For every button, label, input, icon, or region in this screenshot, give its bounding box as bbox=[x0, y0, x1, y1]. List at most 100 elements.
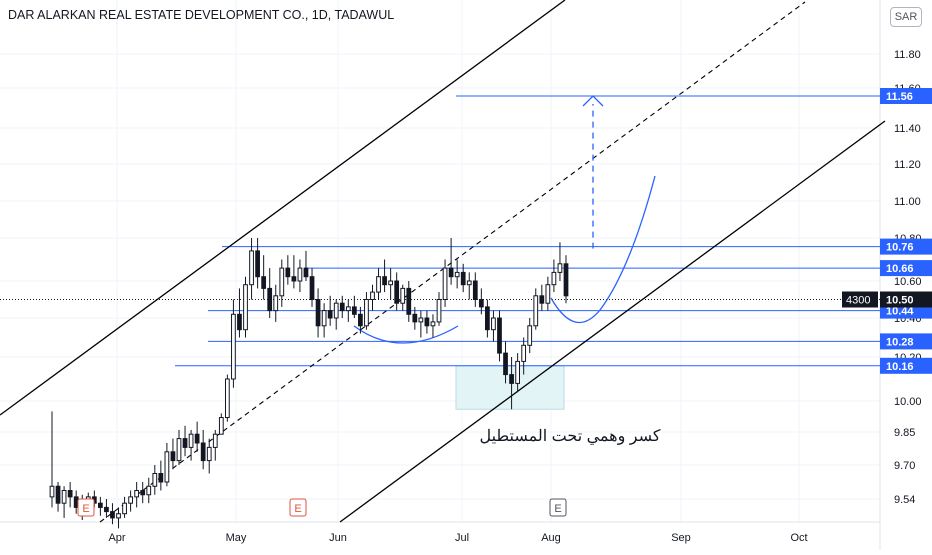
candle bbox=[376, 268, 381, 300]
candle bbox=[358, 306, 363, 334]
candle bbox=[98, 496, 103, 516]
candle-body bbox=[527, 325, 533, 346]
candle-body bbox=[515, 360, 520, 384]
candle-body bbox=[182, 438, 188, 448]
candle-body bbox=[206, 446, 212, 462]
cup-curve-left bbox=[353, 325, 459, 344]
candle bbox=[442, 259, 448, 307]
candle bbox=[412, 306, 418, 330]
candle-body bbox=[327, 310, 333, 319]
candle-body bbox=[231, 313, 236, 380]
candle-body bbox=[104, 506, 109, 513]
candle-body bbox=[140, 490, 146, 496]
candle-body bbox=[279, 267, 285, 297]
candle-body bbox=[557, 263, 563, 273]
candle-body bbox=[454, 271, 460, 278]
candle bbox=[110, 503, 115, 525]
level-label-text: 10.16 bbox=[886, 361, 914, 373]
candle bbox=[545, 276, 551, 311]
channel-lower-line bbox=[339, 120, 886, 523]
price-tick-label: 11.40 bbox=[894, 123, 921, 135]
candle bbox=[551, 259, 557, 293]
candle bbox=[527, 318, 533, 354]
candle bbox=[194, 421, 200, 452]
currency-button[interactable]: SAR bbox=[890, 7, 922, 27]
candle bbox=[267, 268, 273, 318]
candle-body bbox=[255, 250, 260, 278]
time-tick-label: Apr bbox=[108, 532, 125, 544]
time-tick-label: May bbox=[226, 532, 247, 544]
candle bbox=[436, 292, 442, 326]
candle-body bbox=[466, 280, 472, 286]
level-label-bg bbox=[880, 88, 932, 104]
price-tick-label: 11.20 bbox=[894, 159, 921, 171]
candle-body bbox=[563, 263, 569, 297]
candle-body bbox=[98, 502, 103, 508]
earnings-badge-label: E bbox=[294, 503, 301, 515]
candle bbox=[188, 429, 194, 461]
candle bbox=[224, 374, 230, 422]
candle-body bbox=[351, 306, 357, 315]
candle-body bbox=[158, 473, 164, 483]
price-tick-label: 10.00 bbox=[894, 396, 922, 408]
candle bbox=[61, 486, 67, 518]
candle bbox=[327, 295, 333, 326]
candle bbox=[122, 496, 127, 518]
candle bbox=[333, 299, 339, 330]
price-tick-label: 11.00 bbox=[894, 196, 921, 208]
candle bbox=[472, 272, 478, 307]
target-arrow-head bbox=[582, 95, 604, 107]
time-tick-label: Oct bbox=[790, 532, 807, 544]
earnings-badge bbox=[77, 498, 95, 517]
candle-body bbox=[200, 442, 206, 462]
candle bbox=[176, 429, 182, 465]
candle bbox=[430, 314, 436, 338]
candle-body bbox=[315, 299, 321, 327]
candle bbox=[539, 284, 545, 311]
candle bbox=[497, 310, 502, 362]
candle bbox=[388, 268, 394, 300]
candle-body bbox=[521, 344, 527, 362]
volume-label-text: 4300 bbox=[846, 295, 870, 307]
level-label-text: 10.66 bbox=[886, 263, 914, 275]
last-price-label-text: 10.50 bbox=[886, 295, 914, 307]
candle bbox=[315, 288, 321, 338]
candle bbox=[418, 310, 424, 338]
last-price-label-bg bbox=[880, 291, 932, 308]
candle-body bbox=[448, 267, 454, 278]
time-tick-label: Aug bbox=[541, 532, 561, 544]
candle-body bbox=[267, 287, 273, 312]
candle bbox=[49, 411, 55, 508]
candle-body bbox=[243, 284, 248, 331]
candle-body bbox=[394, 280, 400, 304]
candle-body bbox=[472, 280, 478, 300]
candle-body bbox=[249, 250, 254, 286]
candle bbox=[460, 263, 466, 293]
earnings-badge-label: E bbox=[554, 503, 561, 515]
candle bbox=[521, 337, 527, 375]
candle-body bbox=[194, 433, 200, 444]
candle-body bbox=[285, 267, 291, 278]
candle bbox=[400, 284, 406, 311]
candle-body bbox=[491, 317, 496, 331]
candle-body bbox=[188, 433, 194, 448]
candle bbox=[212, 429, 218, 461]
candle-body bbox=[261, 276, 267, 289]
candle bbox=[237, 288, 242, 338]
candle-body bbox=[412, 313, 418, 323]
candle bbox=[170, 438, 176, 470]
candle-body bbox=[533, 295, 539, 327]
candle bbox=[364, 292, 369, 330]
candle-body bbox=[400, 287, 406, 304]
candle bbox=[55, 482, 61, 512]
candle bbox=[261, 255, 267, 300]
candle-body bbox=[321, 310, 327, 327]
candle-body bbox=[345, 306, 351, 312]
channel-mid-dashed-line bbox=[99, 1, 806, 523]
level-label-bg bbox=[880, 238, 932, 255]
candle-body bbox=[116, 513, 121, 519]
candle-body bbox=[370, 291, 375, 301]
volume-label-bg bbox=[842, 291, 878, 308]
